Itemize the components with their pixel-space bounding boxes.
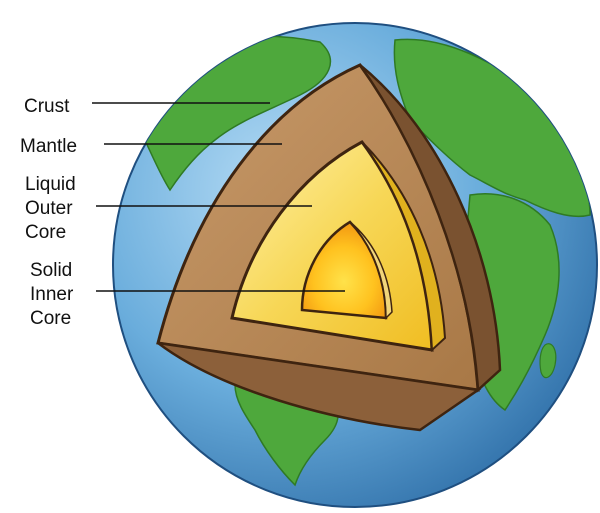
label-inner-core-line-3: Core [30,308,71,329]
label-inner-core-line-1: Solid [30,260,72,281]
label-inner-core-line-2: Inner [30,284,74,305]
madagascar-land [539,343,557,379]
label-outer-core-line-2: Outer [25,198,73,219]
label-outer-core-line-1: Liquid [25,174,76,195]
label-inner-core: Solid Inner Core [30,260,79,329]
outer-core-right-face [361,141,447,353]
inner-core-right-face [349,221,393,320]
labels: Crust Mantle Liquid Outer Core Solid Inn… [20,96,345,329]
wedge-right-face [358,64,502,393]
label-crust-line-1: Crust [24,96,70,117]
wedge-bottom-face [157,341,482,432]
label-crust: Crust [24,96,70,117]
label-mantle-line-1: Mantle [20,136,77,157]
cutaway-wedge [156,63,502,432]
label-outer-core: Liquid Outer Core [25,174,81,243]
label-mantle: Mantle [20,136,77,157]
label-outer-core-line-3: Core [25,222,66,243]
